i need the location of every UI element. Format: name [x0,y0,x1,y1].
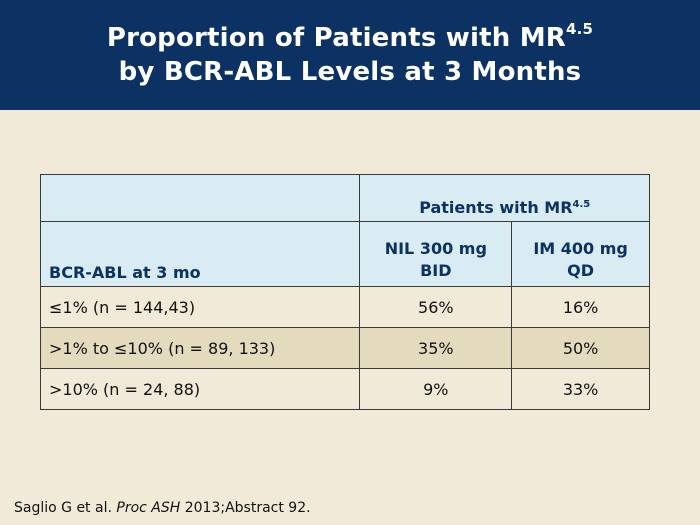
title-superscript: 4.5 [566,20,594,38]
table-row: >10% (n = 24, 88) 9% 33% [39,368,650,410]
row-header-cell: BCR-ABL at 3 mo [39,221,361,287]
row-label: ≤1% (n = 144,43) [39,286,361,328]
col-header-nil-line1: NIL 300 mg [384,239,487,258]
table-header-row-top: Patients with MR4.5 [39,174,650,222]
results-table: Patients with MR4.5 BCR-ABL at 3 mo NIL … [39,174,650,410]
im-value: 50% [511,327,650,369]
empty-header-cell [39,174,361,222]
title-line-2: by BCR-ABL Levels at 3 Months [118,57,582,87]
citation-suffix: 2013;Abstract 92. [180,500,311,516]
group-header-text: Patients with MR [419,198,573,217]
group-header-cell: Patients with MR4.5 [359,174,650,222]
group-header-superscript: 4.5 [572,199,591,210]
citation-journal: Proc ASH [116,500,181,516]
title-line-1: Proportion of Patients with MR4.5 [107,21,593,55]
citation-prefix: Saglio G et al. [14,500,117,516]
row-label: >10% (n = 24, 88) [39,368,361,410]
col-header-im-line1: IM 400 mg [533,239,628,258]
nil-value: 9% [359,368,513,410]
col-header-nil-line2: BID [420,261,452,280]
col-header-nil: NIL 300 mg BID [359,221,513,287]
im-value: 33% [511,368,650,410]
col-header-im-line2: QD [567,261,595,280]
col-header-im: IM 400 mg QD [511,221,650,287]
row-label: >1% to ≤10% (n = 89, 133) [39,327,361,369]
table-row: >1% to ≤10% (n = 89, 133) 35% 50% [39,327,650,369]
citation: Saglio G et al. Proc ASH 2013;Abstract 9… [14,500,311,516]
slide-header: Proportion of Patients with MR4.5 by BCR… [0,0,700,110]
table-row: ≤1% (n = 144,43) 56% 16% [39,286,650,328]
table-header-row-bottom: BCR-ABL at 3 mo NIL 300 mg BID IM 400 mg Q… [39,221,650,287]
title-line-1-text: Proportion of Patients with MR [106,23,566,53]
nil-value: 35% [359,327,513,369]
im-value: 16% [511,286,650,328]
nil-value: 56% [359,286,513,328]
